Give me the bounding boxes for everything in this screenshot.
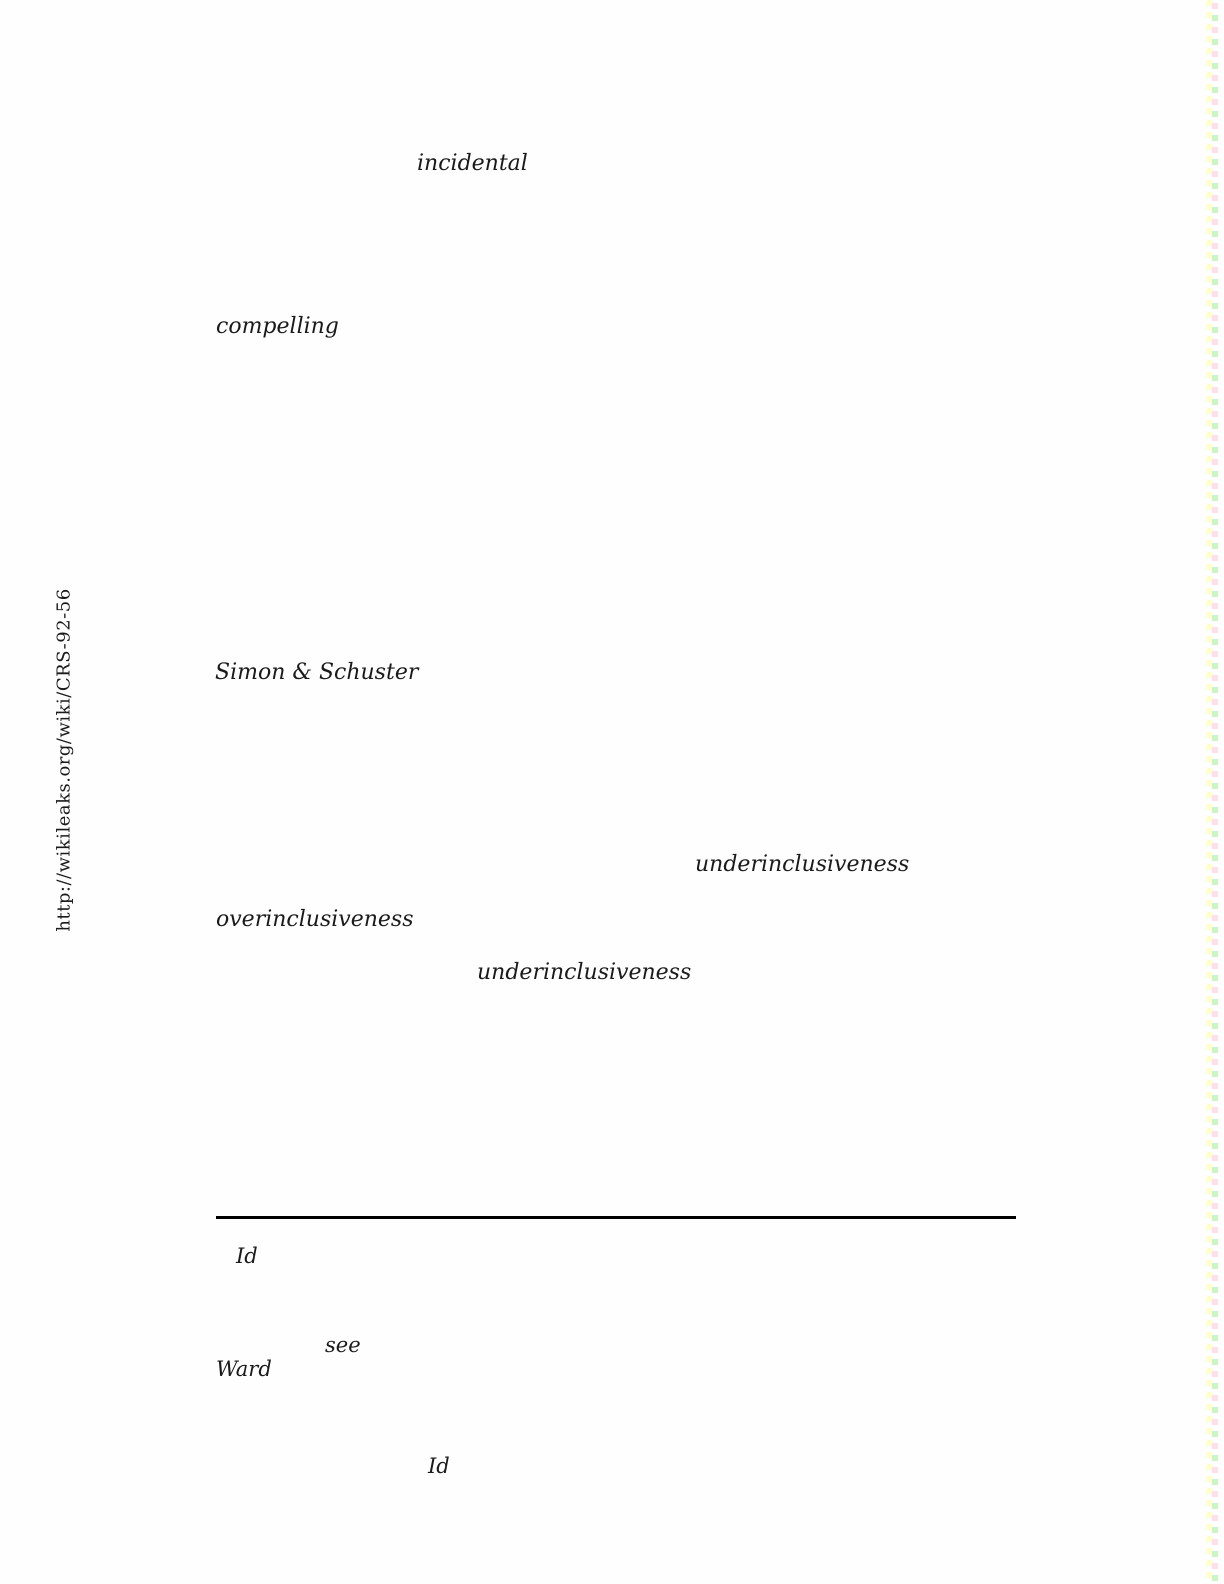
footnote-separator: [216, 1216, 1016, 1219]
word-underinclusiveness-1: underinclusiveness: [695, 852, 910, 877]
page-edge-pattern: [1206, 0, 1218, 1584]
edge-pattern-yellow-column: [1206, 0, 1212, 1584]
wikileaks-source-url: http://wikileaks.org/wiki/CRS-92-56: [53, 588, 75, 932]
word-id-1: Id: [236, 1244, 258, 1268]
word-ward: Ward: [216, 1357, 272, 1381]
edge-pattern-pink-green-column: [1212, 0, 1218, 1584]
word-incidental: incidental: [417, 151, 528, 176]
word-see: see: [325, 1333, 361, 1357]
word-simon-and-schuster: Simon & Schuster: [215, 660, 419, 685]
word-id-2: Id: [428, 1454, 450, 1478]
word-underinclusiveness-2: underinclusiveness: [477, 960, 692, 985]
word-overinclusiveness: overinclusiveness: [216, 907, 414, 932]
word-compelling: compelling: [216, 314, 339, 339]
